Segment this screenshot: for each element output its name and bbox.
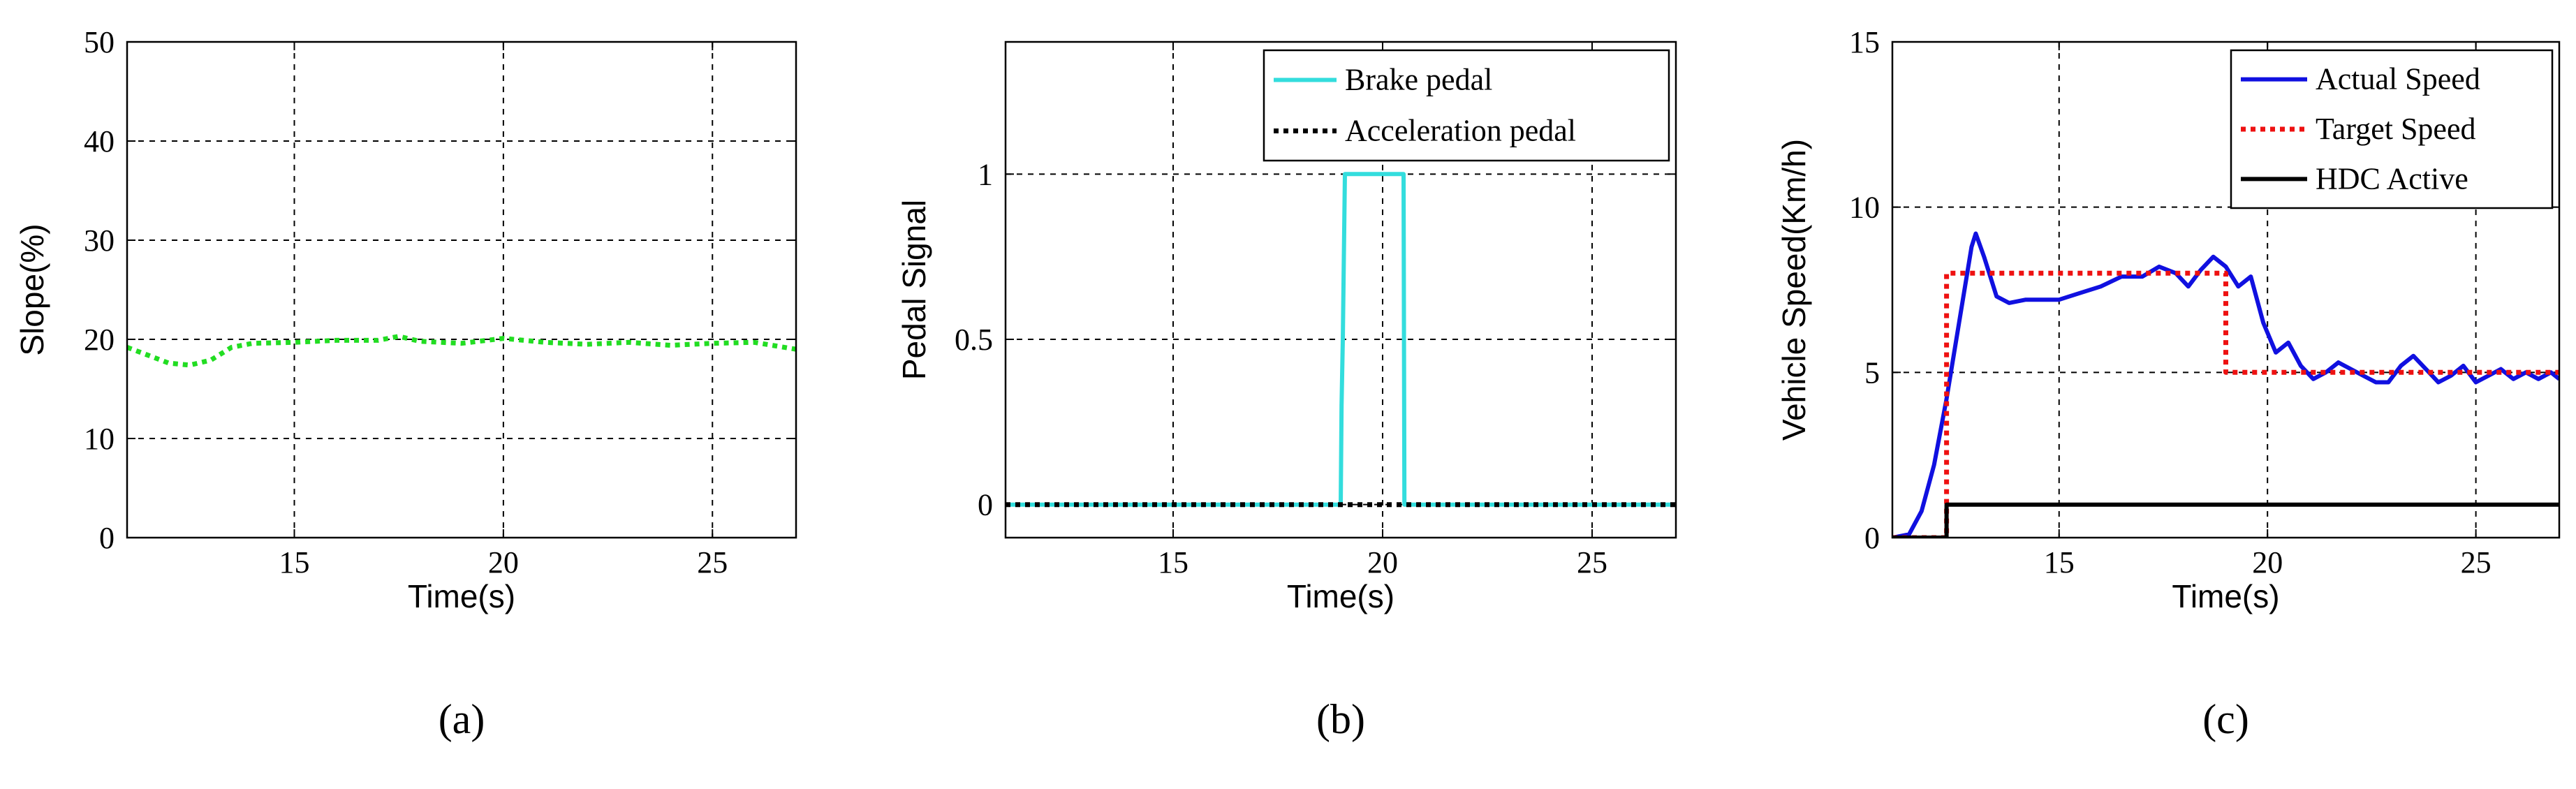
- chart-a-panel-label: (a): [439, 696, 485, 742]
- chart-c-xlabel: Time(s): [2172, 578, 2279, 614]
- chart-c-panel-label: (c): [2202, 696, 2249, 742]
- chart-b-xtick-label-20: 20: [1367, 545, 1398, 580]
- chart-b-legend-label-0: Brake pedal: [1345, 63, 1492, 97]
- chart-c-series-target-speed: [1892, 270, 2559, 538]
- chart-c-plot-frame: [1891, 40, 2561, 539]
- chart-b-xtick-label-15: 15: [1158, 545, 1188, 580]
- chart-a-xtick-label-20: 20: [488, 545, 519, 580]
- chart-c-ytick-label-15: 15: [1849, 25, 1880, 59]
- chart-c-series-hdc-active: [1892, 502, 2559, 538]
- chart-c-xtick-label-15: 15: [2044, 545, 2075, 580]
- chart-a-plot-frame: [126, 40, 797, 539]
- chart-c-ylabel: Vehicle Speed(Km/h): [1776, 139, 1812, 441]
- chart-b-ylabel: Pedal Signal: [896, 200, 932, 380]
- chart-c-legend-label-2: HDC Active: [2316, 161, 2468, 196]
- chart-b-xlabel: Time(s): [1287, 578, 1394, 614]
- chart-b-plot-frame: [1004, 40, 1677, 539]
- chart-a-series-0: [127, 334, 796, 368]
- chart-a-ytick-label-50: 50: [84, 25, 115, 59]
- chart-b-panel-label: (b): [1316, 696, 1365, 742]
- chart-a-ytick-label-10: 10: [84, 422, 115, 456]
- chart-c-legend-label-0: Actual Speed: [2316, 62, 2480, 96]
- chart-b-ytick-label-1: 1: [978, 157, 993, 191]
- chart-a-xlabel: Time(s): [408, 578, 515, 614]
- chart-a-xtick-label-15: 15: [279, 545, 310, 580]
- chart-c-legend-label-1: Target Speed: [2316, 112, 2475, 146]
- chart-a-ytick-label-30: 30: [84, 223, 115, 258]
- chart-a-ytick-label-40: 40: [84, 124, 115, 158]
- chart-c-ytick-label-10: 10: [1849, 191, 1880, 225]
- chart-b-ytick-label-0.5: 0.5: [955, 323, 993, 357]
- chart-a-ytick-label-0: 0: [99, 521, 115, 555]
- chart-c-xtick-label-20: 20: [2252, 545, 2283, 580]
- chart-a-ylabel: Slope(%): [14, 223, 50, 355]
- chart-c-ytick-label-5: 5: [1864, 355, 1880, 390]
- chart-c-series-actual-speed: [1892, 231, 2559, 538]
- chart-c-ytick-label-0: 0: [1864, 521, 1880, 555]
- chart-a-ytick-label-20: 20: [84, 323, 115, 357]
- chart-b-legend-label-1: Acceleration pedal: [1345, 114, 1576, 148]
- chart-b-series-brake-pedal: [1006, 172, 1676, 507]
- chart-a-xtick-label-25: 25: [697, 545, 728, 580]
- chart-c-xtick-label-25: 25: [2461, 545, 2492, 580]
- chart-b-legend-box: [1263, 49, 1670, 162]
- chart-b-ytick-label-0: 0: [978, 488, 993, 522]
- chart-b-xtick-label-25: 25: [1577, 545, 1607, 580]
